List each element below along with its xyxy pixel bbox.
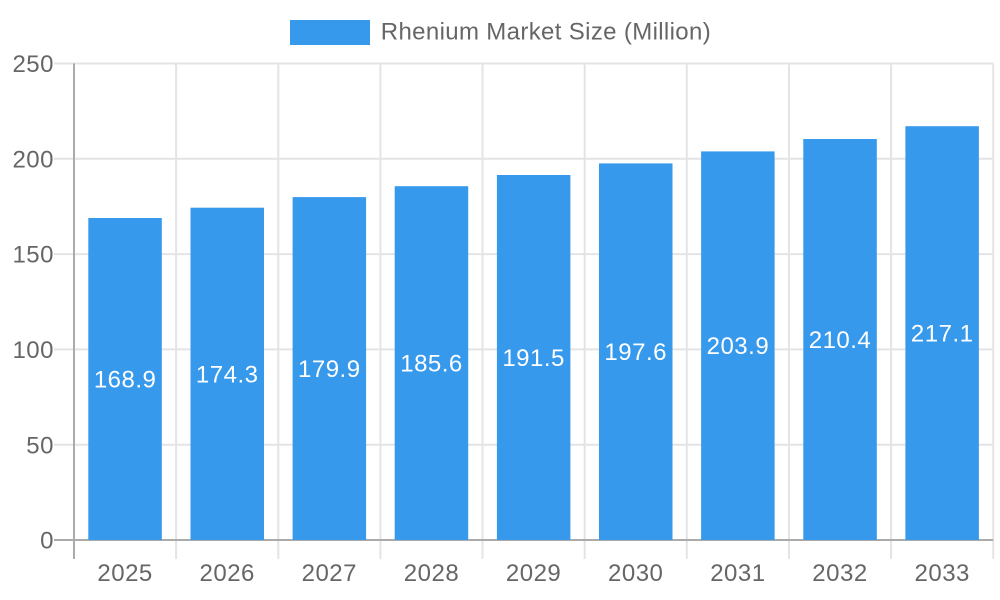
svg-text:0: 0: [40, 528, 54, 555]
svg-text:100: 100: [12, 337, 54, 364]
svg-text:200: 200: [12, 146, 54, 173]
svg-text:150: 150: [12, 242, 54, 269]
svg-text:2028: 2028: [404, 560, 459, 587]
svg-text:191.5: 191.5: [502, 345, 565, 372]
svg-text:174.3: 174.3: [196, 361, 259, 388]
svg-text:2027: 2027: [302, 560, 357, 587]
svg-text:2031: 2031: [710, 560, 765, 587]
svg-text:2033: 2033: [915, 560, 970, 587]
svg-text:250: 250: [12, 51, 54, 78]
svg-text:Rhenium Market Size (Million): Rhenium Market Size (Million): [381, 18, 711, 45]
svg-text:50: 50: [26, 432, 54, 459]
svg-text:203.9: 203.9: [707, 333, 770, 360]
svg-text:2030: 2030: [608, 560, 663, 587]
svg-text:2032: 2032: [812, 560, 867, 587]
svg-text:217.1: 217.1: [911, 321, 974, 348]
svg-text:2026: 2026: [200, 560, 255, 587]
svg-text:2025: 2025: [97, 560, 152, 587]
svg-text:185.6: 185.6: [400, 351, 463, 378]
svg-text:179.9: 179.9: [298, 356, 361, 383]
svg-text:2029: 2029: [506, 560, 561, 587]
svg-text:197.6: 197.6: [604, 339, 667, 366]
svg-text:210.4: 210.4: [809, 327, 872, 354]
svg-text:168.9: 168.9: [94, 367, 157, 394]
